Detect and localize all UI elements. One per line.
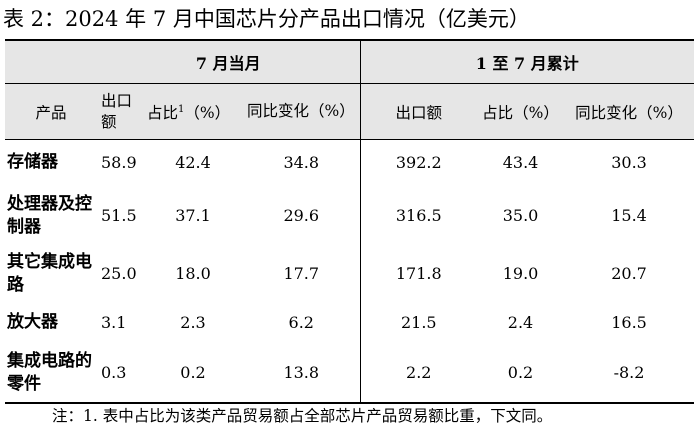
cell-yoy-cum: 15.4	[611, 206, 647, 225]
cell-export-cum: 316.5	[359, 185, 478, 246]
header-blank	[5, 39, 97, 84]
cell-export-cum: 21.5	[359, 301, 478, 344]
table-row: 集成电路的零件 0.3 0.2 13.8 2.2 0.2 -8.2	[5, 343, 695, 404]
group-month: 7 月当月	[97, 39, 361, 84]
cell-yoy-month: 34.8	[283, 153, 320, 173]
column-header-row: 产品 出口额 占比1（%） 同比变化（%） 出口额 占比（%） 同比变化（%）	[5, 83, 695, 140]
cell-share-cum: 43.4	[502, 153, 539, 173]
cell-product: 放大器	[7, 312, 58, 332]
cell-product: 存储器	[7, 152, 58, 173]
cell-yoy-month: 13.8	[243, 343, 361, 404]
cell-export-cum: 171.8	[359, 245, 478, 302]
header-export-month: 出口额	[97, 83, 143, 140]
cell-share-cum: 19.0	[502, 264, 539, 283]
header-share-cum: 占比（%）	[477, 83, 565, 140]
header-share-month-label: 占比	[147, 104, 179, 123]
group-cumulative: 1 至 7 月累计	[359, 39, 695, 84]
cell-product: 处理器及控制器	[7, 193, 92, 237]
header-yoy-cum: 同比变化（%）	[564, 83, 695, 140]
cell-share-month: 42.4	[175, 153, 211, 173]
cell-share-month: 0.2	[143, 343, 243, 404]
footnote-marker: 1	[178, 103, 185, 115]
cell-export-month: 58.9	[101, 153, 137, 173]
cell-share-cum: 35.0	[502, 206, 539, 225]
cell-share-cum: 0.2	[477, 343, 565, 404]
cell-export-month: 51.5	[101, 206, 137, 225]
table-row: 处理器及控制器 51.5 37.1 29.6 316.5 35.0 15.4	[5, 185, 694, 246]
cell-export-cum: 392.2	[359, 139, 478, 186]
cell-product: 集成电路的零件	[5, 343, 97, 404]
header-share-month-unit: （%）	[184, 104, 231, 123]
cell-share-month: 2.3	[180, 313, 206, 332]
export-table: 7 月当月 1 至 7 月累计 产品 出口额 占比1（%） 同比变化（%） 出口…	[5, 39, 695, 404]
table-row: 存储器 58.9 42.4 34.8 392.2 43.4 30.3	[5, 139, 694, 186]
cell-yoy-month: 29.6	[283, 206, 320, 225]
cell-share-cum: 2.4	[507, 313, 534, 332]
cell-export-month: 0.3	[97, 343, 143, 404]
cell-export-month: 3.1	[101, 313, 127, 332]
table-row: 放大器 3.1 2.3 6.2 21.5 2.4 16.5	[5, 301, 694, 344]
table-row: 其它集成电路 25.0 18.0 17.7 171.8 19.0 20.7	[5, 245, 694, 302]
group-header-row: 7 月当月 1 至 7 月累计	[5, 39, 695, 84]
header-export-cum: 出口额	[359, 83, 478, 140]
cell-yoy-cum: 20.7	[611, 264, 647, 283]
cell-yoy-cum: 30.3	[611, 153, 647, 173]
table-title: 表 2：2024 年 7 月中国芯片分产品出口情况（亿美元）	[3, 7, 530, 31]
header-share-month: 占比1（%）	[143, 83, 243, 140]
cell-yoy-month: 17.7	[283, 264, 320, 283]
cell-export-cum: 2.2	[359, 343, 478, 404]
footnote: 注：1. 表中占比为该类产品贸易额占全部芯片产品贸易额比重，下文同。	[52, 407, 553, 425]
header-yoy-month: 同比变化（%）	[243, 83, 361, 140]
cell-export-month: 25.0	[101, 264, 137, 283]
cell-yoy-cum: -8.2	[564, 343, 695, 404]
cell-product: 其它集成电路	[7, 251, 92, 295]
cell-share-month: 37.1	[175, 206, 211, 225]
header-product: 产品	[5, 83, 97, 140]
cell-yoy-month: 6.2	[288, 313, 314, 332]
cell-share-month: 18.0	[175, 264, 211, 283]
cell-yoy-cum: 16.5	[611, 313, 647, 332]
